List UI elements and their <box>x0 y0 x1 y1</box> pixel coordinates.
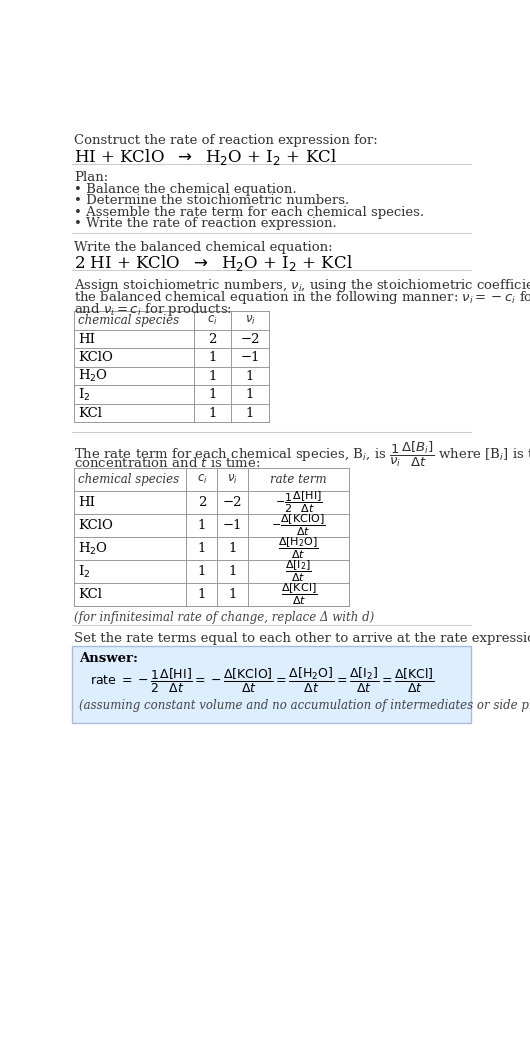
Text: 1: 1 <box>228 565 237 578</box>
Text: 1: 1 <box>208 351 217 364</box>
Text: KClO: KClO <box>78 519 113 531</box>
Text: 1: 1 <box>198 565 206 578</box>
Text: • Assemble the rate term for each chemical species.: • Assemble the rate term for each chemic… <box>74 206 424 219</box>
Text: (assuming constant volume and no accumulation of intermediates or side products): (assuming constant volume and no accumul… <box>78 699 530 712</box>
Text: Construct the rate of reaction expression for:: Construct the rate of reaction expressio… <box>74 134 378 147</box>
Text: −1: −1 <box>223 519 243 531</box>
Text: HI + KClO  $\rightarrow$  H$_2$O + I$_2$ + KCl: HI + KClO $\rightarrow$ H$_2$O + I$_2$ +… <box>74 147 337 167</box>
Text: chemical species: chemical species <box>78 473 179 486</box>
Text: rate term: rate term <box>270 473 327 486</box>
Text: Assign stoichiometric numbers, $\nu_i$, using the stoichiometric coefficients, $: Assign stoichiometric numbers, $\nu_i$, … <box>74 277 530 295</box>
Text: $\nu_i$: $\nu_i$ <box>244 314 255 327</box>
Text: $\dfrac{\Delta[\mathrm{I_2}]}{\Delta t}$: $\dfrac{\Delta[\mathrm{I_2}]}{\Delta t}$ <box>285 559 312 585</box>
Text: 1: 1 <box>246 370 254 382</box>
Text: −2: −2 <box>240 332 260 346</box>
Text: I$_2$: I$_2$ <box>78 387 90 402</box>
Text: 2: 2 <box>208 332 217 346</box>
Text: 1: 1 <box>208 406 217 420</box>
Text: Answer:: Answer: <box>78 652 138 666</box>
Text: 2 HI + KClO  $\rightarrow$  H$_2$O + I$_2$ + KCl: 2 HI + KClO $\rightarrow$ H$_2$O + I$_2$… <box>74 253 353 273</box>
Text: $\dfrac{\Delta[\mathrm{H_2O}]}{\Delta t}$: $\dfrac{\Delta[\mathrm{H_2O}]}{\Delta t}… <box>278 536 319 562</box>
Text: H$_2$O: H$_2$O <box>78 368 108 384</box>
Text: Plan:: Plan: <box>74 171 108 184</box>
Text: 1: 1 <box>246 388 254 401</box>
Text: KClO: KClO <box>78 351 113 364</box>
Text: • Write the rate of reaction expression.: • Write the rate of reaction expression. <box>74 218 337 230</box>
Text: $c_i$: $c_i$ <box>197 473 207 486</box>
Text: The rate term for each chemical species, B$_i$, is $\dfrac{1}{\nu_i}\dfrac{\Delt: The rate term for each chemical species,… <box>74 439 530 469</box>
Text: (for infinitesimal rate of change, replace Δ with d): (for infinitesimal rate of change, repla… <box>74 611 374 624</box>
Text: I$_2$: I$_2$ <box>78 564 90 579</box>
Text: • Determine the stoichiometric numbers.: • Determine the stoichiometric numbers. <box>74 195 349 207</box>
Text: and $\nu_i = c_i$ for products:: and $\nu_i = c_i$ for products: <box>74 300 232 318</box>
Text: Set the rate terms equal to each other to arrive at the rate expression:: Set the rate terms equal to each other t… <box>74 632 530 645</box>
Text: HI: HI <box>78 496 95 508</box>
Text: chemical species: chemical species <box>78 314 179 327</box>
Text: concentration and $t$ is time:: concentration and $t$ is time: <box>74 456 260 470</box>
Text: KCl: KCl <box>78 406 102 420</box>
Text: 1: 1 <box>208 370 217 382</box>
Text: HI: HI <box>78 332 95 346</box>
Text: −2: −2 <box>223 496 243 508</box>
Text: 2: 2 <box>198 496 206 508</box>
Text: 1: 1 <box>246 406 254 420</box>
Text: 1: 1 <box>198 589 206 601</box>
Text: $-\dfrac{1}{2}\dfrac{\Delta[\mathrm{HI}]}{\Delta t}$: $-\dfrac{1}{2}\dfrac{\Delta[\mathrm{HI}]… <box>275 490 323 515</box>
Text: $c_i$: $c_i$ <box>207 314 218 327</box>
FancyBboxPatch shape <box>73 646 471 723</box>
Text: H$_2$O: H$_2$O <box>78 541 108 556</box>
Text: 1: 1 <box>228 589 237 601</box>
Text: −1: −1 <box>240 351 260 364</box>
Text: 1: 1 <box>198 519 206 531</box>
Text: rate $= -\dfrac{1}{2}\dfrac{\Delta[\mathrm{HI}]}{\Delta t} = -\dfrac{\Delta[\mat: rate $= -\dfrac{1}{2}\dfrac{\Delta[\math… <box>90 666 434 695</box>
Text: KCl: KCl <box>78 589 102 601</box>
Text: $\dfrac{\Delta[\mathrm{KCl}]}{\Delta t}$: $\dfrac{\Delta[\mathrm{KCl}]}{\Delta t}$ <box>280 582 317 607</box>
Text: 1: 1 <box>198 542 206 555</box>
Text: $-\dfrac{\Delta[\mathrm{KClO}]}{\Delta t}$: $-\dfrac{\Delta[\mathrm{KClO}]}{\Delta t… <box>271 513 326 538</box>
Text: • Balance the chemical equation.: • Balance the chemical equation. <box>74 182 297 196</box>
Text: $\nu_i$: $\nu_i$ <box>227 473 238 486</box>
Text: Write the balanced chemical equation:: Write the balanced chemical equation: <box>74 241 333 253</box>
Text: the balanced chemical equation in the following manner: $\nu_i = -c_i$ for react: the balanced chemical equation in the fo… <box>74 289 530 306</box>
Text: 1: 1 <box>208 388 217 401</box>
Text: 1: 1 <box>228 542 237 555</box>
